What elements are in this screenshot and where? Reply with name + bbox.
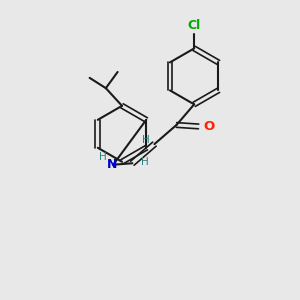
Text: H: H	[142, 135, 150, 145]
Text: N: N	[106, 158, 117, 171]
Text: H: H	[141, 157, 149, 167]
Text: H: H	[99, 152, 107, 162]
Text: Cl: Cl	[188, 19, 201, 32]
Text: O: O	[203, 120, 214, 133]
